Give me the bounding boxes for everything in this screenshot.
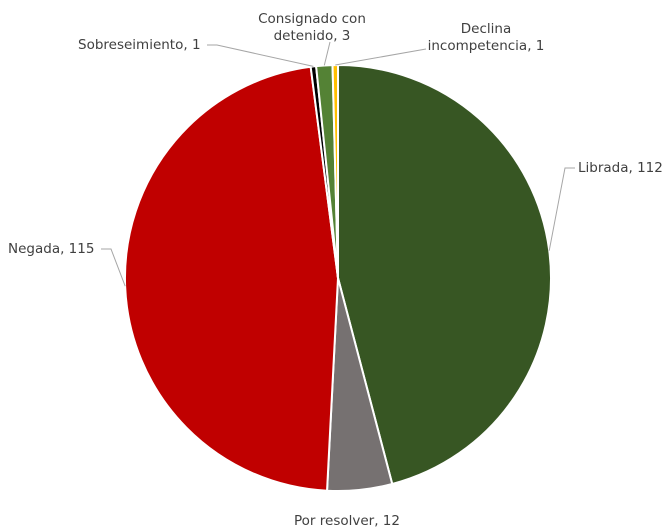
leader-line-negada	[101, 248, 126, 287]
slice-label-por-resolver: Por resolver, 12	[294, 513, 400, 529]
slice-label-librada: Librada, 112	[578, 160, 663, 176]
slice-label-declina-incompetencia: Declina incompetencia, 1	[428, 21, 545, 54]
pie-slice-negada	[124, 65, 340, 492]
leader-line-sobreseimiento	[207, 44, 314, 67]
slice-label-negada: Negada, 115	[8, 241, 94, 257]
leader-line-librada	[548, 167, 575, 251]
slice-labels: Librada, 112 Por resolver, 12 Negada, 115 S…	[8, 11, 663, 529]
pie-slices	[124, 63, 552, 493]
slice-label-consignado-con-detenido: Consignado con detenido, 3	[258, 11, 366, 44]
slice-label-sobreseimiento: Sobreseimiento, 1	[78, 37, 201, 53]
leader-lines	[101, 41, 575, 287]
leader-line-declina-incompetencia	[335, 48, 427, 66]
leader-line-consignado-con-detenido	[323, 41, 331, 66]
